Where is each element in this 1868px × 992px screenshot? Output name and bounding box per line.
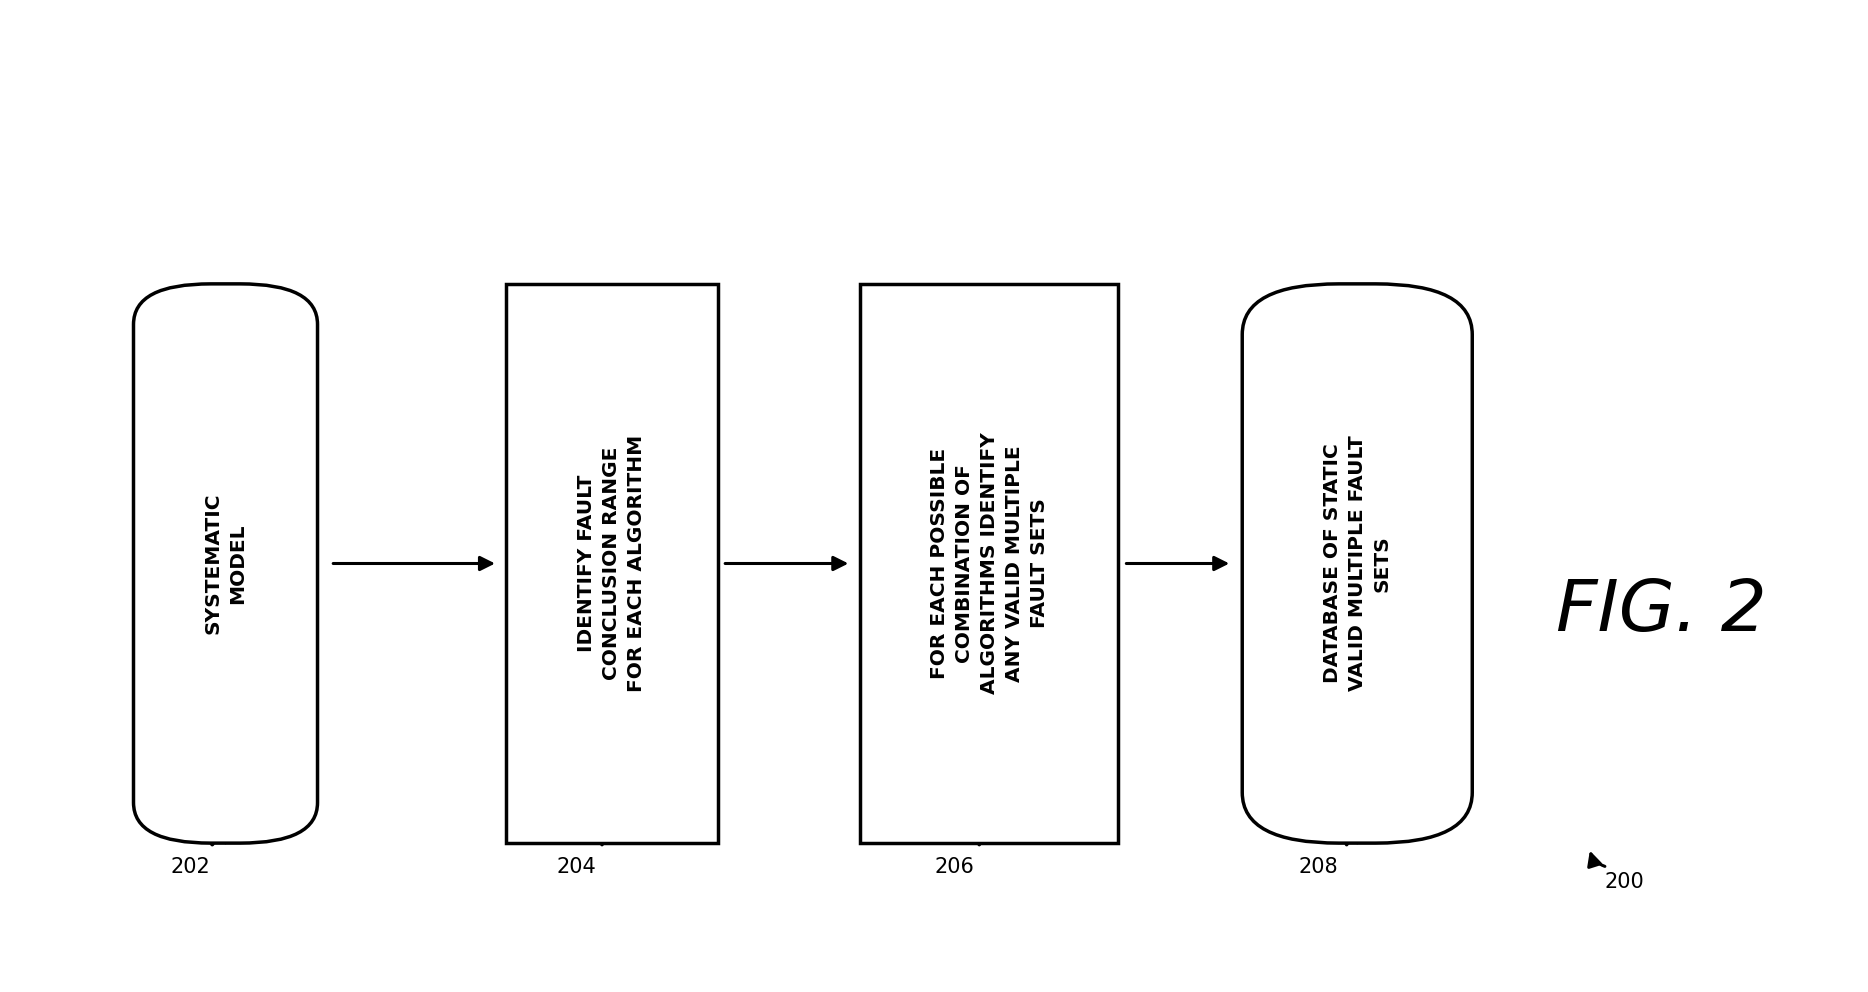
Text: SYSTEMATIC
MODEL: SYSTEMATIC MODEL — [204, 493, 248, 634]
Text: 200: 200 — [1605, 872, 1644, 892]
Text: 206: 206 — [934, 857, 973, 877]
FancyBboxPatch shape — [1242, 284, 1472, 843]
FancyBboxPatch shape — [861, 284, 1119, 843]
Text: 208: 208 — [1298, 857, 1337, 877]
Text: 204: 204 — [557, 857, 596, 877]
FancyBboxPatch shape — [133, 284, 318, 843]
Text: IDENTIFY FAULT
CONCLUSION RANGE
FOR EACH ALGORITHM: IDENTIFY FAULT CONCLUSION RANGE FOR EACH… — [577, 434, 646, 692]
FancyBboxPatch shape — [506, 284, 717, 843]
Text: FIG. 2: FIG. 2 — [1556, 577, 1767, 646]
Text: DATABASE OF STATIC
VALID MULTIPLE FAULT
SETS: DATABASE OF STATIC VALID MULTIPLE FAULT … — [1323, 435, 1392, 691]
Text: 202: 202 — [170, 857, 209, 877]
Text: FOR EACH POSSIBLE
COMBINATION OF
ALGORITHMS IDENTIFY
ANY VALID MULTIPLE
FAULT SE: FOR EACH POSSIBLE COMBINATION OF ALGORIT… — [930, 433, 1048, 694]
